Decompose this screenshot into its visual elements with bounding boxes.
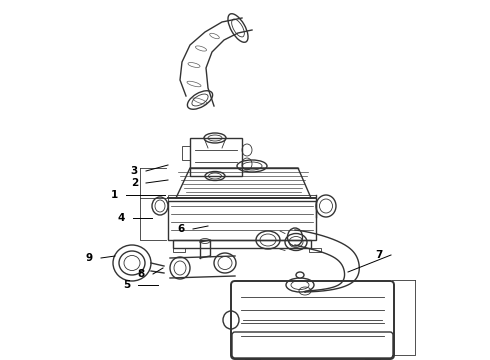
Text: 1: 1 xyxy=(111,190,118,200)
Text: 6: 6 xyxy=(178,224,185,234)
Text: 7: 7 xyxy=(376,250,383,260)
Bar xyxy=(168,201,316,240)
Bar xyxy=(182,146,190,160)
Bar xyxy=(309,248,321,252)
Bar xyxy=(190,138,242,176)
Bar xyxy=(365,359,380,360)
Ellipse shape xyxy=(296,272,304,278)
Bar xyxy=(168,195,316,201)
Text: 2: 2 xyxy=(131,178,138,188)
Text: 4: 4 xyxy=(118,213,125,223)
Bar xyxy=(245,359,260,360)
Text: 3: 3 xyxy=(131,166,138,176)
Bar xyxy=(173,240,311,248)
Text: 5: 5 xyxy=(123,280,130,290)
Text: 9: 9 xyxy=(86,253,93,263)
Text: 8: 8 xyxy=(138,269,145,279)
Bar xyxy=(173,248,185,252)
